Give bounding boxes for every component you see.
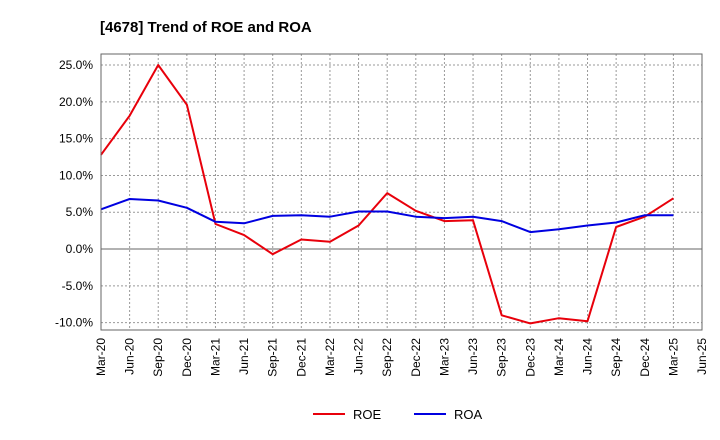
- x-tick-label: Mar-20: [94, 338, 108, 376]
- legend-label-roa: ROA: [454, 407, 483, 422]
- x-tick-label: Dec-20: [180, 338, 194, 377]
- x-tick-label: Jun-22: [352, 338, 366, 375]
- x-tick-label: Jun-21: [237, 338, 251, 375]
- x-tick-label: Dec-22: [409, 338, 423, 377]
- x-tick-label: Mar-21: [208, 338, 222, 376]
- grid: [101, 54, 702, 330]
- y-tick-label: 10.0%: [59, 168, 93, 182]
- x-tick-label: Sep-20: [151, 338, 165, 377]
- x-tick-label: Sep-21: [266, 338, 280, 377]
- x-tick-label: Mar-24: [552, 338, 566, 376]
- y-tick-label: 5.0%: [66, 205, 94, 219]
- y-tick-label: -5.0%: [62, 279, 94, 293]
- series-line-roe: [100, 64, 674, 325]
- y-tick-label: 15.0%: [59, 132, 93, 146]
- chart-title: [4678] Trend of ROE and ROA: [100, 19, 312, 36]
- legend-label-roe: ROE: [353, 407, 382, 422]
- x-tick-label: Mar-25: [666, 338, 680, 376]
- x-axis-ticks: Mar-20 Jun-20 Sep-20 Dec-20 Mar-21 Jun-21 Sep-…: [94, 338, 709, 377]
- x-tick-label: Mar-22: [323, 338, 337, 376]
- x-tick-label: Jun-24: [581, 338, 595, 375]
- x-tick-label: Sep-22: [380, 338, 394, 377]
- x-tick-label: Jun-20: [123, 338, 137, 375]
- y-tick-label: 25.0%: [59, 58, 93, 72]
- x-tick-label: Jun-25: [695, 338, 709, 375]
- x-tick-label: Dec-21: [294, 338, 308, 377]
- series-lines: [100, 64, 674, 325]
- y-tick-label: 0.0%: [66, 242, 94, 256]
- plot-frame: [100, 53, 703, 331]
- x-tick-label: Dec-23: [523, 338, 537, 377]
- series-line-roa: [100, 198, 674, 234]
- legend: ROE ROA: [313, 407, 483, 422]
- x-tick-label: Mar-23: [437, 338, 451, 376]
- x-tick-label: Dec-24: [638, 338, 652, 377]
- x-tick-label: Jun-23: [466, 338, 480, 375]
- x-tick-label: Sep-24: [609, 338, 623, 377]
- y-tick-label: -10.0%: [55, 316, 93, 330]
- y-axis-ticks: 25.0% 20.0% 15.0% 10.0% 5.0% 0.0% -5.0% -10.0%: [55, 58, 93, 330]
- x-tick-label: Sep-23: [495, 338, 509, 377]
- y-tick-label: 20.0%: [59, 95, 93, 109]
